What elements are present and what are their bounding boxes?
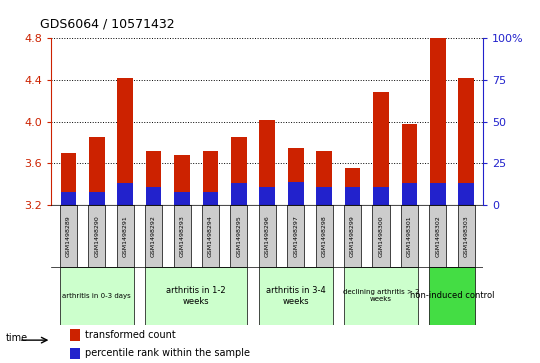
Text: GSM1498297: GSM1498297 [293, 215, 298, 257]
Text: GSM1498303: GSM1498303 [464, 215, 469, 257]
Text: time: time [5, 333, 28, 343]
Bar [373, 205, 389, 267]
Bar [259, 205, 276, 267]
Text: GSM1498292: GSM1498292 [151, 215, 156, 257]
Text: arthritis in 3-4
weeks: arthritis in 3-4 weeks [266, 286, 326, 306]
Text: GSM1498290: GSM1498290 [94, 215, 99, 257]
Bar [345, 168, 360, 205]
Bar [231, 137, 247, 205]
Bar [60, 267, 134, 325]
Bar [146, 151, 161, 205]
Bar [117, 205, 134, 267]
Bar [345, 187, 360, 205]
Text: percentile rank within the sample: percentile rank within the sample [85, 348, 251, 359]
Text: GSM1498299: GSM1498299 [350, 215, 355, 257]
Bar [402, 124, 417, 205]
Text: GSM1498298: GSM1498298 [322, 215, 327, 257]
Text: GSM1498301: GSM1498301 [407, 215, 412, 257]
Bar [117, 78, 133, 205]
Bar [344, 205, 361, 267]
Text: arthritis in 0-3 days: arthritis in 0-3 days [63, 293, 131, 299]
Text: GDS6064 / 10571432: GDS6064 / 10571432 [40, 18, 175, 31]
Bar [429, 267, 475, 325]
Bar [430, 38, 446, 205]
Bar [174, 192, 190, 205]
Bar [402, 183, 417, 205]
Bar [344, 267, 418, 325]
Bar [60, 205, 77, 267]
Bar [316, 187, 332, 205]
Bar [458, 183, 474, 205]
Text: GSM1498295: GSM1498295 [237, 215, 241, 257]
Bar [401, 205, 418, 267]
Bar [430, 183, 446, 205]
Bar [288, 148, 303, 205]
Bar [373, 92, 389, 205]
Bar [88, 205, 105, 267]
Bar [117, 183, 133, 205]
Text: GSM1498294: GSM1498294 [208, 215, 213, 257]
Text: GSM1498291: GSM1498291 [123, 215, 127, 257]
Text: transformed count: transformed count [85, 330, 176, 340]
Bar [173, 205, 191, 267]
Text: GSM1498293: GSM1498293 [179, 215, 185, 257]
Text: arthritis in 1-2
weeks: arthritis in 1-2 weeks [166, 286, 226, 306]
Bar [458, 205, 475, 267]
Text: GSM1498302: GSM1498302 [435, 215, 440, 257]
Bar [70, 330, 80, 341]
Bar [259, 267, 333, 325]
Bar [89, 137, 105, 205]
Text: declining arthritis > 2
weeks: declining arthritis > 2 weeks [343, 289, 419, 302]
Bar [202, 151, 218, 205]
Bar [70, 348, 80, 359]
Bar [202, 192, 218, 205]
Bar [202, 205, 219, 267]
Bar [145, 267, 247, 325]
Bar [146, 187, 161, 205]
Bar [89, 192, 105, 205]
Text: GSM1498300: GSM1498300 [379, 215, 383, 257]
Bar [429, 205, 447, 267]
Bar [315, 205, 333, 267]
Bar [288, 182, 303, 205]
Bar [373, 187, 389, 205]
Bar [231, 183, 247, 205]
Bar [260, 119, 275, 205]
Bar [287, 205, 304, 267]
Bar [316, 151, 332, 205]
Text: GSM1498296: GSM1498296 [265, 215, 270, 257]
Bar [60, 192, 76, 205]
Text: non-induced control: non-induced control [410, 291, 494, 300]
Bar [145, 205, 162, 267]
Text: GSM1498289: GSM1498289 [66, 215, 71, 257]
Bar [60, 153, 76, 205]
Bar [458, 78, 474, 205]
Bar [260, 187, 275, 205]
Bar [174, 155, 190, 205]
Bar [231, 205, 247, 267]
